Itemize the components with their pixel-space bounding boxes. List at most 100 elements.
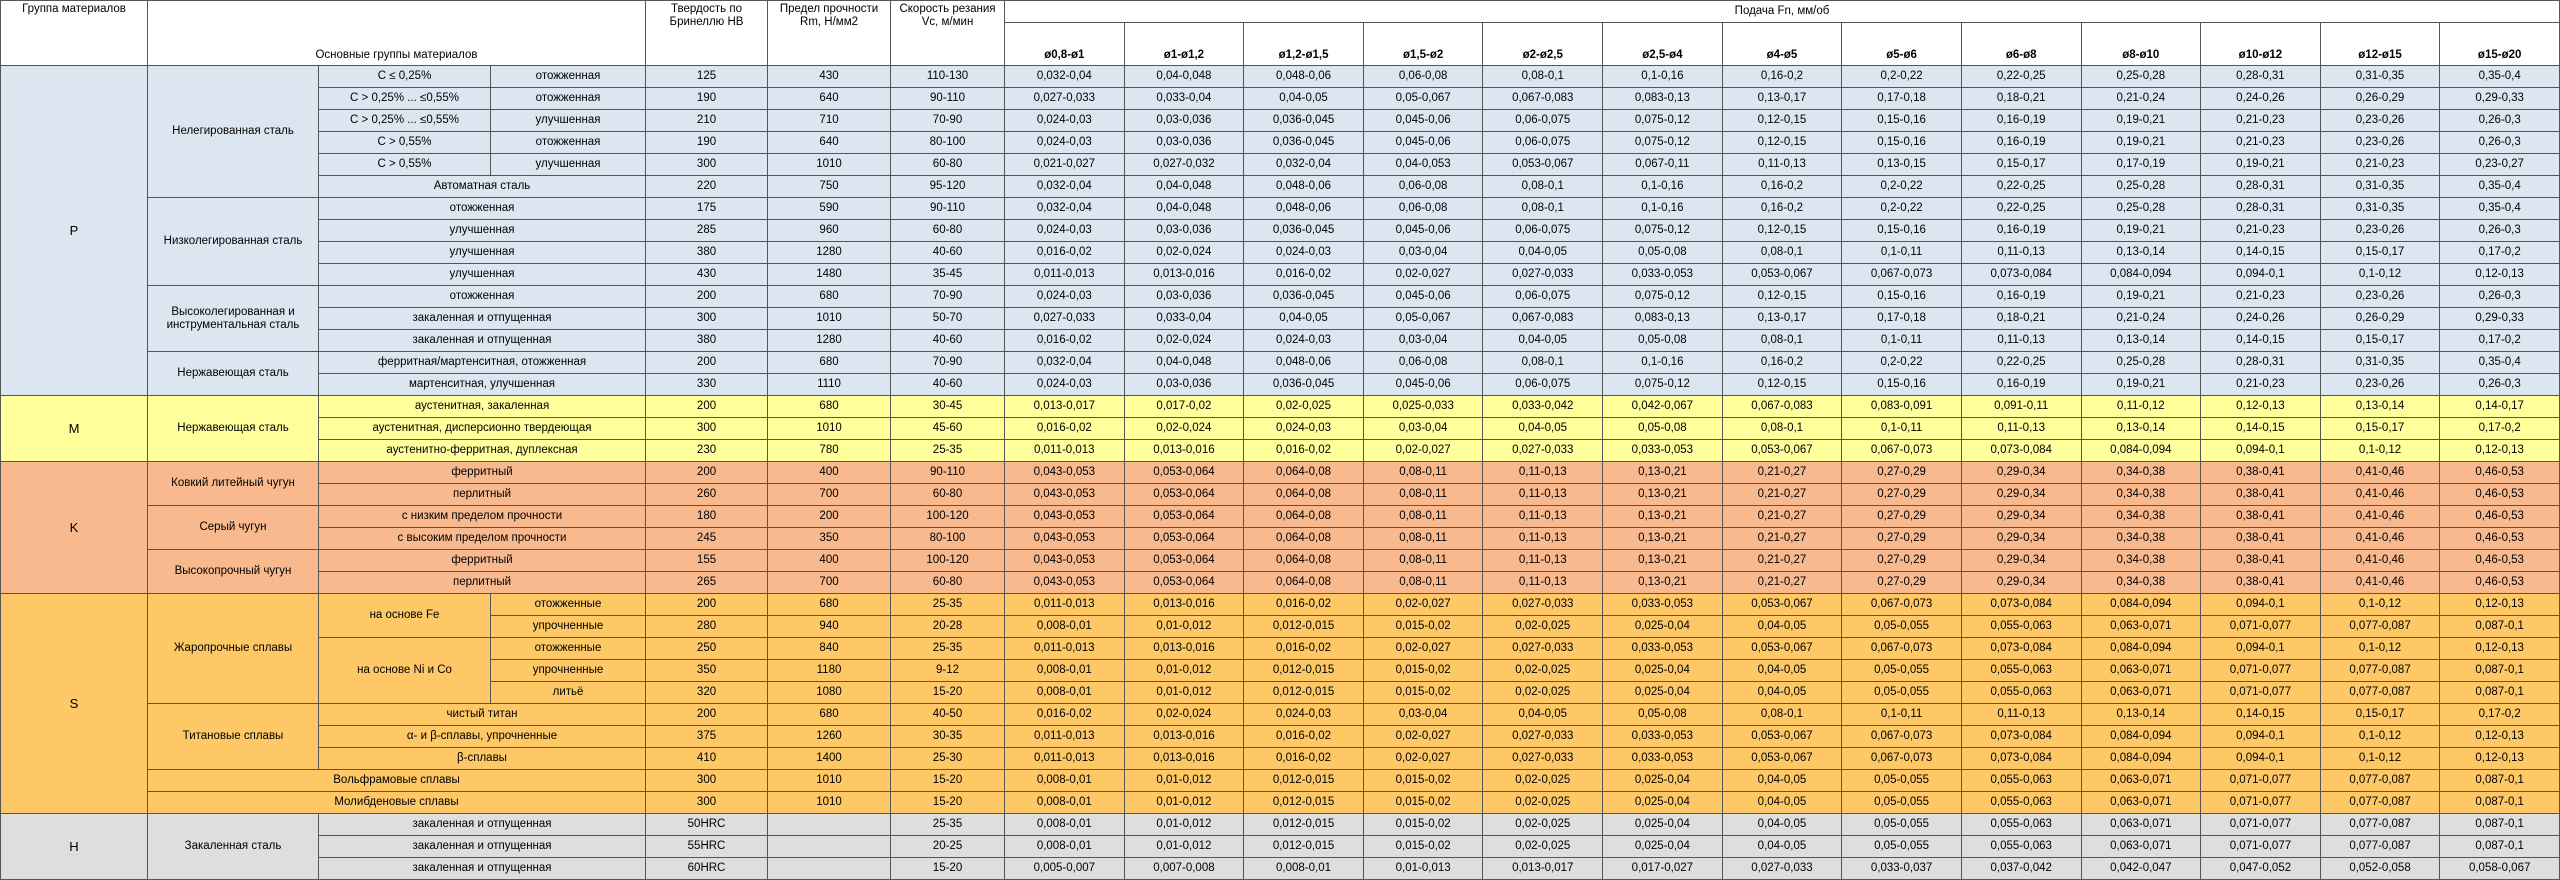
feed-value: 0,16-0,2	[1721, 175, 1843, 198]
feed-value: 0,055-0,063	[1960, 791, 2082, 814]
material-subgroup: Ковкий литейный чугун	[147, 461, 319, 506]
empty-cell	[767, 857, 892, 880]
feed-value: 0,033-0,053	[1602, 439, 1723, 462]
feed-value: 0,13-0,14	[2080, 417, 2202, 440]
tensile-strength: 1400	[767, 747, 892, 770]
feed-value: 0,16-0,2	[1721, 65, 1843, 88]
feed-value: 0,043-0,053	[1004, 527, 1125, 550]
feed-value: 0,011-0,013	[1004, 593, 1125, 616]
header-diameter: ø12-ø15	[2319, 22, 2441, 66]
material-state: ферритный	[317, 461, 647, 484]
feed-value: 0,048-0,06	[1243, 65, 1364, 88]
feed-value: 0,05-0,055	[1841, 835, 1962, 858]
cutting-speed: 45-60	[890, 417, 1006, 440]
feed-value: 0,053-0,067	[1721, 637, 1843, 660]
table-row: C > 0,55% улучшенная 300 1010 60-80 0,021-0,0…	[0, 153, 2560, 176]
feed-value: 0,027-0,033	[1721, 857, 1843, 880]
header-vc: Скорость резания Vc, м/мин	[890, 0, 1006, 66]
feed-value: 0,28-0,31	[2200, 351, 2321, 374]
tensile-strength: 960	[767, 219, 892, 242]
material-state: улучшенная	[489, 153, 647, 176]
feed-value: 0,055-0,063	[1960, 813, 2082, 836]
feed-value: 0,34-0,38	[2080, 527, 2202, 550]
feed-value: 0,12-0,15	[1721, 219, 1843, 242]
feed-value: 0,2-0,22	[1841, 65, 1962, 88]
feed-value: 0,18-0,21	[1960, 87, 2082, 110]
header-diameter: ø6-ø8	[1960, 22, 2082, 66]
feed-value: 0,19-0,21	[2080, 373, 2202, 396]
material-state: ферритная/мартенситная, отожженная	[317, 351, 647, 374]
feed-value: 0,045-0,06	[1362, 373, 1484, 396]
feed-value: 0,06-0,075	[1482, 219, 1604, 242]
feed-value: 0,21-0,27	[1721, 549, 1843, 572]
hardness: 175	[645, 197, 769, 220]
feed-value: 0,08-0,1	[1721, 703, 1843, 726]
feed-value: 0,25-0,28	[2080, 197, 2202, 220]
cutting-speed: 90-110	[890, 87, 1006, 110]
feed-value: 0,083-0,091	[1841, 395, 1962, 418]
feed-value: 0,46-0,53	[2439, 527, 2560, 550]
header-diameter: ø2,5-ø4	[1602, 22, 1723, 66]
feed-value: 0,06-0,08	[1362, 197, 1484, 220]
feed-value: 0,052-0,058	[2319, 857, 2441, 880]
feed-value: 0,036-0,045	[1243, 219, 1364, 242]
table-row: закаленная и отпущенная 60HRC 15-20 0,005-0…	[0, 857, 2560, 880]
material-state: отожженная	[489, 65, 647, 88]
feed-value: 0,04-0,048	[1123, 351, 1245, 374]
feed-value: 0,053-0,067	[1721, 263, 1843, 286]
material-group-code: K	[0, 461, 148, 594]
feed-value: 0,016-0,02	[1243, 747, 1364, 770]
feed-value: 0,28-0,31	[2200, 175, 2321, 198]
feed-value: 0,04-0,05	[1721, 835, 1843, 858]
feed-value: 0,26-0,3	[2439, 131, 2560, 154]
feed-value: 0,34-0,38	[2080, 461, 2202, 484]
feed-value: 0,012-0,015	[1243, 791, 1364, 814]
feed-value: 0,18-0,21	[1960, 307, 2082, 330]
material-state: β-сплавы	[317, 747, 647, 770]
table-row: Высокопрочный чугун ферритный 155 400 100-12…	[0, 549, 2560, 594]
feed-value: 0,067-0,073	[1841, 263, 1962, 286]
feed-value: 0,02-0,025	[1482, 681, 1604, 704]
cutting-speed: 60-80	[890, 153, 1006, 176]
feed-value: 0,053-0,067	[1482, 153, 1604, 176]
feed-value: 0,29-0,34	[1960, 505, 2082, 528]
table-row: β-сплавы 410 1400 25-30 0,011-0,013 0,013-0,0…	[0, 747, 2560, 770]
header-feed: Подача Fn, мм/об	[1004, 0, 2560, 23]
hardness: 200	[645, 395, 769, 418]
hardness: 190	[645, 87, 769, 110]
hardness: 50HRC	[645, 813, 769, 836]
feed-value: 0,03-0,036	[1123, 373, 1245, 396]
feed-value: 0,46-0,53	[2439, 571, 2560, 594]
material-group-code: H	[0, 813, 148, 880]
feed-value: 0,29-0,33	[2439, 87, 2560, 110]
feed-value: 0,22-0,25	[1960, 351, 2082, 374]
feed-value: 0,02-0,027	[1362, 439, 1484, 462]
feed-value: 0,094-0,1	[2200, 637, 2321, 660]
material-subgroup: Титановые сплавы	[147, 703, 319, 770]
feed-value: 0,016-0,02	[1243, 263, 1364, 286]
feed-value: 0,012-0,015	[1243, 681, 1364, 704]
tensile-strength: 1010	[767, 769, 892, 792]
tensile-strength: 200	[767, 505, 892, 528]
material-state: улучшенная	[317, 263, 647, 286]
feed-value: 0,1-0,12	[2319, 263, 2441, 286]
header-diameter: ø4-ø5	[1721, 22, 1843, 66]
feed-value: 0,071-0,077	[2200, 835, 2321, 858]
feed-value: 0,11-0,12	[2080, 395, 2202, 418]
feed-value: 0,05-0,08	[1602, 703, 1723, 726]
tensile-strength: 940	[767, 615, 892, 638]
feed-value: 0,1-0,11	[1841, 703, 1962, 726]
table-row: улучшенная 380 1280 40-60 0,016-0,02 0,02-0,0…	[0, 241, 2560, 264]
feed-value: 0,12-0,13	[2439, 439, 2560, 462]
tensile-strength: 700	[767, 571, 892, 594]
feed-value: 0,027-0,033	[1482, 747, 1604, 770]
feed-value: 0,033-0,04	[1123, 87, 1245, 110]
feed-value: 0,05-0,055	[1841, 681, 1962, 704]
feed-value: 0,02-0,027	[1362, 747, 1484, 770]
feed-value: 0,077-0,087	[2319, 813, 2441, 836]
feed-value: 0,35-0,4	[2439, 65, 2560, 88]
feed-value: 0,025-0,04	[1602, 769, 1723, 792]
feed-value: 0,087-0,1	[2439, 835, 2560, 858]
material-state: перлитный	[317, 571, 647, 594]
feed-value: 0,094-0,1	[2200, 725, 2321, 748]
